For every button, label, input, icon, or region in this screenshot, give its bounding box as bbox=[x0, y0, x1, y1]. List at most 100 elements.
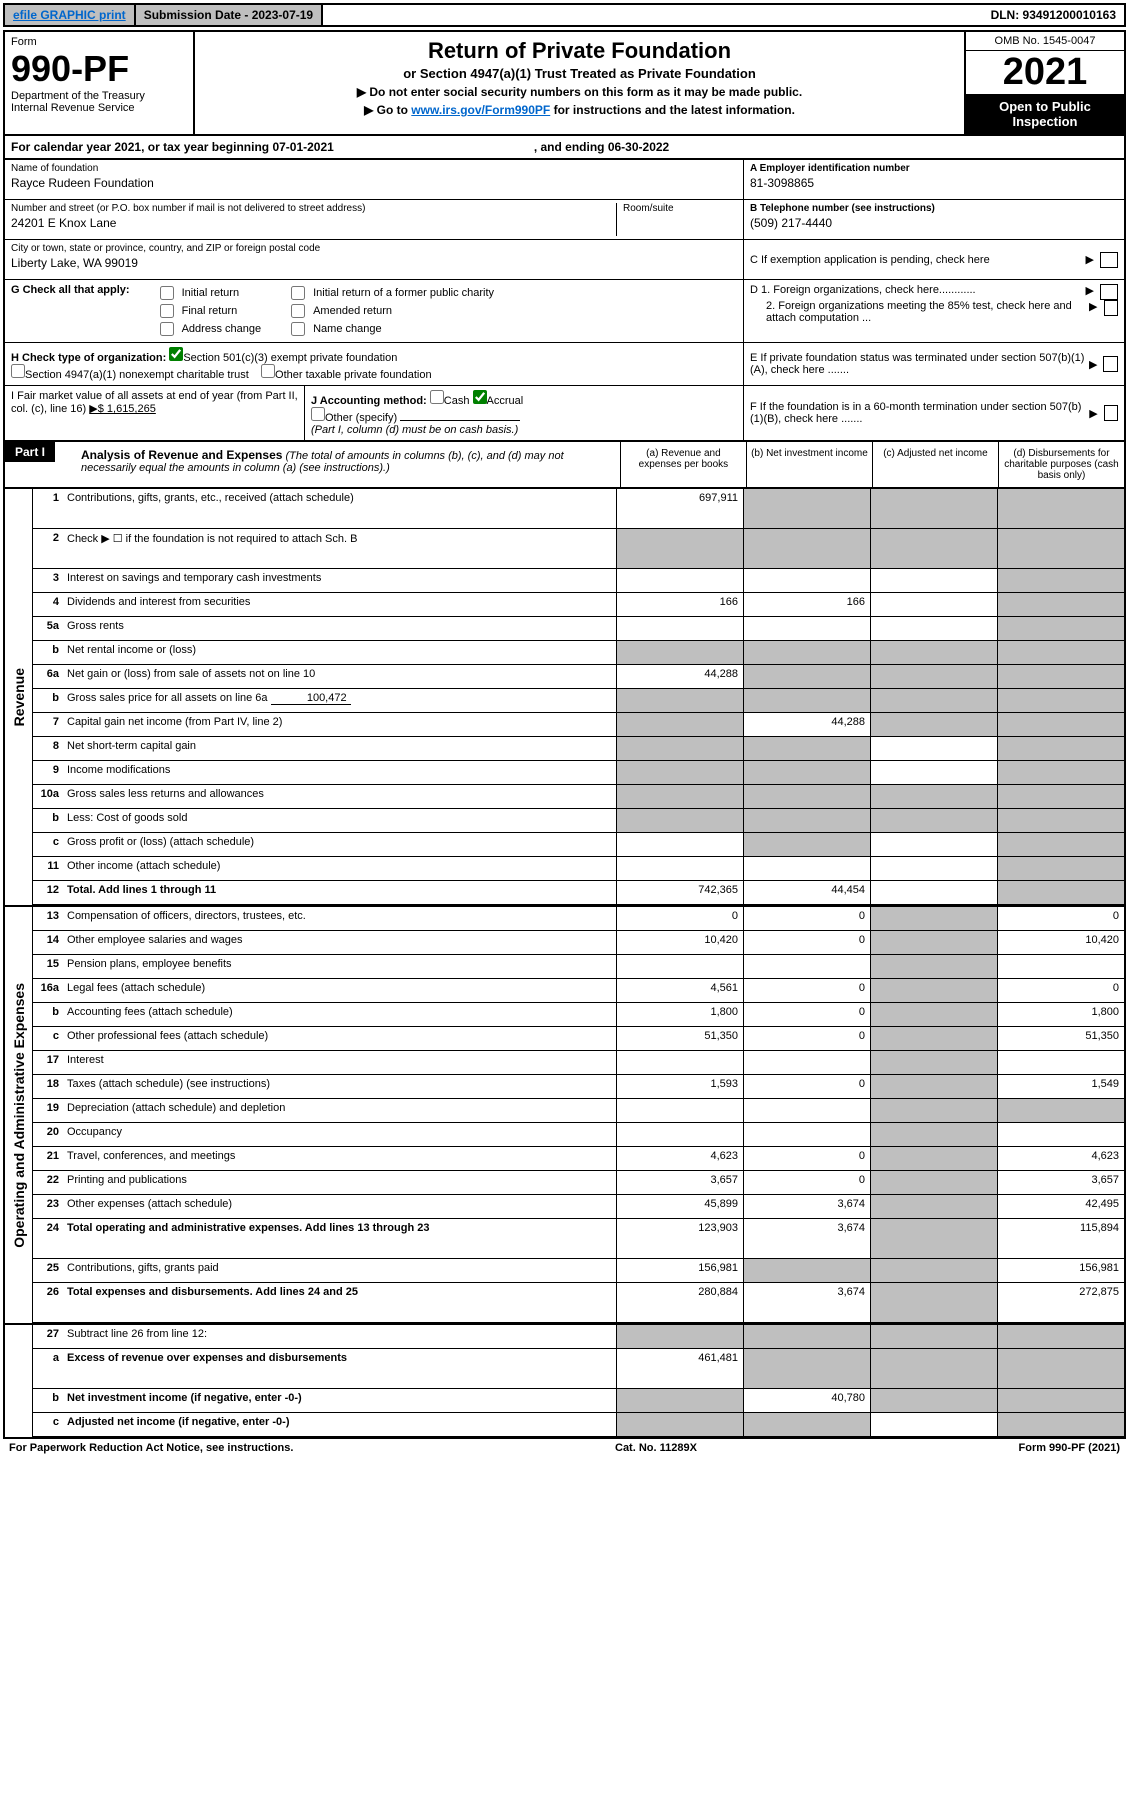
f-label: F If the foundation is in a 60-month ter… bbox=[750, 401, 1089, 425]
table-row: 8 Net short-term capital gain bbox=[33, 737, 1124, 761]
name-change-check[interactable] bbox=[291, 322, 305, 336]
form-subtitle: or Section 4947(a)(1) Trust Treated as P… bbox=[201, 66, 958, 81]
table-row: 20 Occupancy bbox=[33, 1123, 1124, 1147]
table-row: 1 Contributions, gifts, grants, etc., re… bbox=[33, 489, 1124, 529]
table-row: 13 Compensation of officers, directors, … bbox=[33, 907, 1124, 931]
d1-checkbox[interactable] bbox=[1100, 284, 1118, 300]
top-bar: efile GRAPHIC print Submission Date - 20… bbox=[3, 3, 1126, 27]
c-checkbox[interactable] bbox=[1100, 252, 1118, 268]
d2-checkbox[interactable] bbox=[1104, 300, 1118, 316]
part1-header: Part I Analysis of Revenue and Expenses … bbox=[3, 442, 1126, 489]
instruction-2: ▶ Go to www.irs.gov/Form990PF for instru… bbox=[201, 103, 958, 117]
c-label: C If exemption application is pending, c… bbox=[750, 254, 990, 266]
table-row: 18 Taxes (attach schedule) (see instruct… bbox=[33, 1075, 1124, 1099]
d2-label: 2. Foreign organizations meeting the 85%… bbox=[766, 300, 1089, 324]
col-a-header: (a) Revenue and expenses per books bbox=[620, 442, 746, 487]
j-note: (Part I, column (d) must be on cash basi… bbox=[311, 424, 518, 436]
table-row: b Accounting fees (attach schedule) 1,80… bbox=[33, 1003, 1124, 1027]
d1-label: D 1. Foreign organizations, check here..… bbox=[750, 284, 976, 300]
4947-check[interactable] bbox=[11, 364, 25, 378]
table-row: 4 Dividends and interest from securities… bbox=[33, 593, 1124, 617]
address-change-check[interactable] bbox=[160, 322, 174, 336]
table-row: 19 Depreciation (attach schedule) and de… bbox=[33, 1099, 1124, 1123]
table-row: 11 Other income (attach schedule) bbox=[33, 857, 1124, 881]
revenue-label: Revenue bbox=[11, 668, 27, 726]
501c3-check[interactable] bbox=[169, 347, 183, 361]
table-row: 24 Total operating and administrative ex… bbox=[33, 1219, 1124, 1259]
revenue-section: Revenue 1 Contributions, gifts, grants, … bbox=[3, 489, 1126, 907]
amended-return-check[interactable] bbox=[291, 304, 305, 318]
irs-label: Internal Revenue Service bbox=[11, 102, 187, 114]
table-row: 23 Other expenses (attach schedule) 45,8… bbox=[33, 1195, 1124, 1219]
table-row: b Gross sales price for all assets on li… bbox=[33, 689, 1124, 713]
f-checkbox[interactable] bbox=[1104, 405, 1118, 421]
table-row: 27 Subtract line 26 from line 12: bbox=[33, 1325, 1124, 1349]
form-number: 990-PF bbox=[11, 48, 187, 90]
efile-button[interactable]: efile GRAPHIC print bbox=[5, 5, 136, 25]
form-title: Return of Private Foundation bbox=[201, 38, 958, 64]
omb-number: OMB No. 1545-0047 bbox=[966, 32, 1124, 51]
other-taxable-check[interactable] bbox=[261, 364, 275, 378]
footer: For Paperwork Reduction Act Notice, see … bbox=[3, 1439, 1126, 1457]
table-row: 14 Other employee salaries and wages 10,… bbox=[33, 931, 1124, 955]
name-label: Name of foundation bbox=[11, 163, 737, 174]
foundation-name: Rayce Rudeen Foundation bbox=[11, 176, 737, 190]
city-label: City or town, state or province, country… bbox=[11, 243, 737, 254]
calendar-year-row: For calendar year 2021, or tax year begi… bbox=[3, 136, 1126, 160]
table-row: 17 Interest bbox=[33, 1051, 1124, 1075]
table-row: c Other professional fees (attach schedu… bbox=[33, 1027, 1124, 1051]
table-row: 7 Capital gain net income (from Part IV,… bbox=[33, 713, 1124, 737]
form-label: Form bbox=[11, 36, 187, 48]
accrual-check[interactable] bbox=[473, 390, 487, 404]
table-row: 5a Gross rents bbox=[33, 617, 1124, 641]
col-b-header: (b) Net investment income bbox=[746, 442, 872, 487]
open-public: Open to Public Inspection bbox=[966, 94, 1124, 134]
final-return-check[interactable] bbox=[160, 304, 174, 318]
city: Liberty Lake, WA 99019 bbox=[11, 256, 737, 270]
summary-section: 27 Subtract line 26 from line 12: a Exce… bbox=[3, 1325, 1126, 1439]
e-checkbox[interactable] bbox=[1103, 356, 1118, 372]
col-c-header: (c) Adjusted net income bbox=[872, 442, 998, 487]
expenses-section: Operating and Administrative Expenses 13… bbox=[3, 907, 1126, 1325]
address: 24201 E Knox Lane bbox=[11, 216, 610, 230]
dln: DLN: 93491200010163 bbox=[983, 5, 1124, 25]
form-header: Form 990-PF Department of the Treasury I… bbox=[3, 30, 1126, 136]
dept-label: Department of the Treasury bbox=[11, 90, 187, 102]
foundation-info: Name of foundation Rayce Rudeen Foundati… bbox=[3, 160, 1126, 280]
col-d-header: (d) Disbursements for charitable purpose… bbox=[998, 442, 1124, 487]
table-row: c Adjusted net income (if negative, ente… bbox=[33, 1413, 1124, 1437]
table-row: c Gross profit or (loss) (attach schedul… bbox=[33, 833, 1124, 857]
irs-link[interactable]: www.irs.gov/Form990PF bbox=[411, 103, 550, 117]
submission-date: Submission Date - 2023-07-19 bbox=[136, 5, 323, 25]
phone: (509) 217-4440 bbox=[750, 216, 1118, 230]
table-row: a Excess of revenue over expenses and di… bbox=[33, 1349, 1124, 1389]
ein: 81-3098865 bbox=[750, 176, 1118, 190]
phone-label: B Telephone number (see instructions) bbox=[750, 203, 1118, 214]
table-row: 9 Income modifications bbox=[33, 761, 1124, 785]
table-row: 6a Net gain or (loss) from sale of asset… bbox=[33, 665, 1124, 689]
table-row: 15 Pension plans, employee benefits bbox=[33, 955, 1124, 979]
e-label: E If private foundation status was termi… bbox=[750, 352, 1089, 376]
table-row: b Net investment income (if negative, en… bbox=[33, 1389, 1124, 1413]
section-g: G Check all that apply: Initial return F… bbox=[5, 280, 744, 343]
expenses-label: Operating and Administrative Expenses bbox=[11, 983, 27, 1248]
table-row: 25 Contributions, gifts, grants paid 156… bbox=[33, 1259, 1124, 1283]
table-row: 2 Check ▶ ☐ if the foundation is not req… bbox=[33, 529, 1124, 569]
section-h: H Check type of organization: Section 50… bbox=[5, 343, 744, 386]
table-row: 10a Gross sales less returns and allowan… bbox=[33, 785, 1124, 809]
ein-label: A Employer identification number bbox=[750, 163, 1118, 174]
cash-check[interactable] bbox=[430, 390, 444, 404]
addr-label: Number and street (or P.O. box number if… bbox=[11, 203, 610, 214]
initial-return-check[interactable] bbox=[160, 286, 174, 300]
tax-year: 2021 bbox=[966, 51, 1124, 94]
table-row: 16a Legal fees (attach schedule) 4,561 0… bbox=[33, 979, 1124, 1003]
table-row: 3 Interest on savings and temporary cash… bbox=[33, 569, 1124, 593]
room-label: Room/suite bbox=[623, 203, 737, 214]
i-value: ▶$ 1,615,265 bbox=[89, 403, 156, 415]
table-row: 21 Travel, conferences, and meetings 4,6… bbox=[33, 1147, 1124, 1171]
table-row: b Net rental income or (loss) bbox=[33, 641, 1124, 665]
initial-former-check[interactable] bbox=[291, 286, 305, 300]
table-row: 12 Total. Add lines 1 through 11 742,365… bbox=[33, 881, 1124, 905]
table-row: 22 Printing and publications 3,657 0 3,6… bbox=[33, 1171, 1124, 1195]
other-method-check[interactable] bbox=[311, 407, 325, 421]
